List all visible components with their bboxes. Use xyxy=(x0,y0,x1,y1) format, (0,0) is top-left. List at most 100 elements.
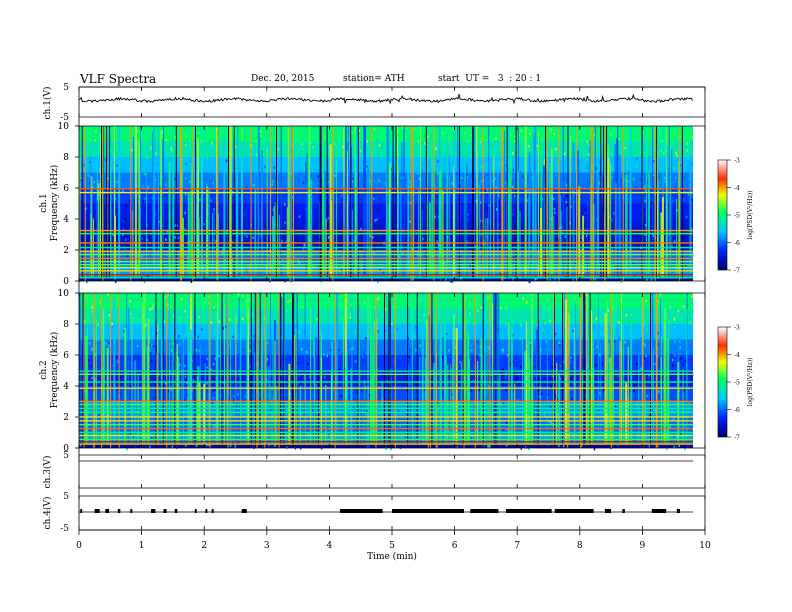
noise-pixel xyxy=(445,278,447,282)
noise-pixel xyxy=(675,324,677,328)
noise-pixel xyxy=(564,444,566,447)
noise-pixel xyxy=(676,154,678,157)
sferic-streak xyxy=(390,193,392,277)
noise-pixel xyxy=(656,354,659,358)
noise-pixel xyxy=(105,306,108,310)
sferic-streak xyxy=(597,293,599,444)
noise-pixel xyxy=(675,151,677,155)
noise-pixel xyxy=(307,420,310,424)
sferic-streak xyxy=(331,341,334,444)
ch1-ytick: -5 xyxy=(60,113,69,123)
noise-pixel xyxy=(602,331,604,334)
noise-pixel xyxy=(570,356,572,359)
noise-pixel xyxy=(374,441,376,445)
noise-pixel xyxy=(126,157,128,160)
impulse-line xyxy=(515,126,517,281)
ch4-burst xyxy=(554,509,594,513)
freq-ytick: 8 xyxy=(63,153,69,163)
sferic-streak xyxy=(281,296,283,444)
noise-pixel xyxy=(542,401,544,404)
noise-pixel xyxy=(283,186,286,189)
freq-ytick: 4 xyxy=(63,382,69,392)
noise-pixel xyxy=(636,313,638,317)
noise-pixel xyxy=(671,319,673,322)
noise-pixel xyxy=(559,344,561,347)
impulse-line xyxy=(482,126,484,281)
sferic-streak xyxy=(350,146,352,277)
noise-pixel xyxy=(283,152,286,156)
noise-pixel xyxy=(254,133,256,137)
noise-pixel xyxy=(555,174,557,177)
noise-pixel xyxy=(379,411,381,415)
ch4-burst xyxy=(505,509,552,513)
ch3-ytick: 5 xyxy=(63,451,69,461)
noise-pixel xyxy=(86,294,88,298)
noise-pixel xyxy=(267,133,270,137)
noise-pixel xyxy=(272,207,275,211)
noise-pixel xyxy=(132,332,134,336)
noise-pixel xyxy=(692,135,694,139)
noise-pixel xyxy=(202,261,205,265)
impulse-line xyxy=(392,126,394,281)
noise-pixel xyxy=(89,181,91,185)
sferic-streak xyxy=(533,346,535,444)
tonal-line-red xyxy=(79,274,693,276)
spectrum-band xyxy=(79,277,693,281)
noise-pixel xyxy=(169,305,171,308)
noise-pixel xyxy=(625,147,628,151)
noise-pixel xyxy=(643,323,646,326)
noise-pixel xyxy=(125,238,127,241)
tonal-line xyxy=(79,387,693,389)
noise-pixel xyxy=(251,143,253,147)
noise-pixel xyxy=(415,348,417,352)
noise-pixel xyxy=(498,325,501,329)
noise-pixel xyxy=(207,310,209,314)
noise-pixel xyxy=(370,224,372,227)
noise-pixel xyxy=(126,137,128,141)
noise-pixel xyxy=(343,329,346,333)
noise-pixel xyxy=(686,149,688,152)
noise-pixel xyxy=(440,279,442,282)
sferic-streak xyxy=(208,187,210,277)
noise-pixel xyxy=(151,343,154,347)
impulse-line xyxy=(592,126,594,281)
noise-pixel xyxy=(565,126,567,130)
noise-pixel xyxy=(156,332,158,335)
sferic-streak xyxy=(255,293,257,444)
noise-pixel xyxy=(376,345,379,349)
noise-pixel xyxy=(307,438,310,442)
sferic-streak xyxy=(432,362,435,444)
noise-pixel xyxy=(682,204,685,207)
noise-pixel xyxy=(480,137,483,140)
sferic-streak xyxy=(201,126,203,277)
noise-pixel xyxy=(646,181,648,184)
sferic-streak xyxy=(321,357,323,444)
noise-pixel xyxy=(671,358,674,362)
noise-pixel xyxy=(496,208,498,211)
sferic-streak xyxy=(446,131,449,277)
freq-ytick: 0 xyxy=(63,444,69,454)
noise-pixel xyxy=(436,240,438,243)
x-tick-label: 8 xyxy=(577,541,583,551)
noise-pixel xyxy=(379,296,382,299)
impulse-line xyxy=(109,126,111,281)
noise-pixel xyxy=(665,426,668,429)
noise-pixel xyxy=(312,203,315,206)
noise-pixel xyxy=(250,240,253,244)
noise-pixel xyxy=(311,135,314,138)
noise-pixel xyxy=(626,323,628,327)
noise-pixel xyxy=(563,198,565,201)
noise-pixel xyxy=(502,402,505,405)
noise-pixel xyxy=(678,340,681,343)
noise-pixel xyxy=(295,295,298,299)
noise-pixel xyxy=(530,188,532,192)
sferic-streak xyxy=(686,309,688,444)
noise-pixel xyxy=(509,363,512,367)
sferic-streak xyxy=(79,157,81,277)
noise-pixel xyxy=(244,395,246,399)
noise-pixel xyxy=(79,443,82,447)
sferic-streak xyxy=(455,328,458,444)
noise-pixel xyxy=(577,127,579,131)
noise-pixel xyxy=(486,173,488,177)
sferic-streak xyxy=(526,350,528,444)
